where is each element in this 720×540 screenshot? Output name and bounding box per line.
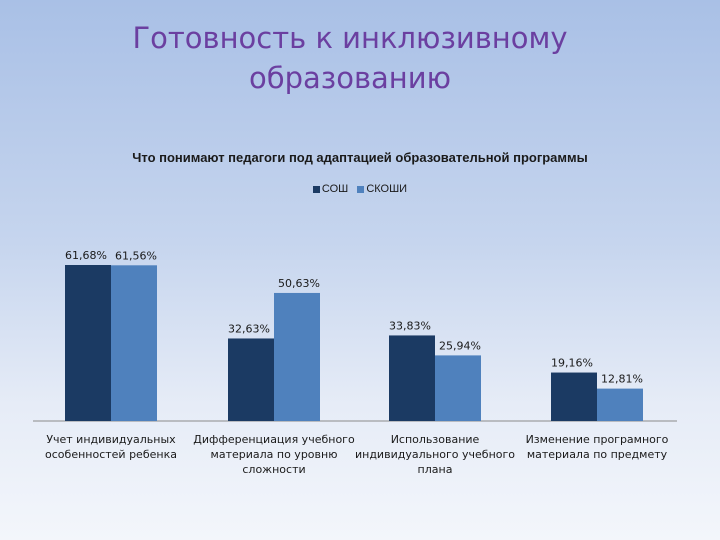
data-label-series-1-cat-1: 50,63%: [278, 277, 320, 290]
data-label-series-0-cat-3: 19,16%: [551, 357, 593, 370]
legend-swatch-sosh: [312, 185, 320, 193]
category-label-1-line-2: сложности: [242, 463, 305, 476]
category-label-2-line-2: плана: [418, 463, 453, 476]
data-label-series-0-cat-2: 33,83%: [389, 319, 431, 332]
slide-title-line-1: Готовность к инклюзивному: [132, 21, 568, 55]
legend-item-sosh: СОШ: [312, 183, 349, 195]
legend-label-sosh: СОШ: [321, 183, 349, 195]
bar-series-1-cat-2: [435, 355, 481, 421]
category-label-0-line-1: особенностей ребенка: [45, 448, 177, 461]
category-label-0-line-0: Учет индивидуальных: [46, 433, 176, 446]
category-label-3-line-0: Изменение програмного: [526, 433, 669, 446]
category-label-2-line-1: индивидуального учебного: [355, 448, 515, 461]
category-label-3-line-1: материала по предмету: [527, 448, 668, 461]
chart-legend: СОШ СКОШИ: [0, 183, 720, 195]
data-label-series-1-cat-3: 12,81%: [601, 373, 643, 386]
data-label-series-1-cat-2: 25,94%: [439, 339, 481, 352]
bar-series-0-cat-1: [228, 338, 274, 421]
category-label-2-line-0: Использование: [391, 433, 480, 446]
bar-series-1-cat-0: [111, 265, 157, 421]
data-label-series-0-cat-1: 32,63%: [228, 322, 270, 335]
bar-series-0-cat-2: [389, 335, 435, 421]
category-label-1-line-1: материала по уровню: [211, 448, 338, 461]
slide-title: Готовность к инклюзивному образованию: [100, 18, 600, 98]
bar-series-1-cat-3: [597, 388, 643, 421]
legend-item-skoshi: СКОШИ: [357, 183, 407, 195]
chart-title: Что понимают педагоги под адаптацией обр…: [132, 150, 588, 165]
category-label-1-line-0: Дифференциация учебного: [193, 433, 355, 446]
bar-series-0-cat-3: [551, 372, 597, 421]
legend-swatch-skoshi: [357, 185, 365, 193]
data-label-series-0-cat-0: 61,68%: [65, 249, 107, 262]
slide-title-line-2: образованию: [248, 61, 452, 95]
data-label-series-1-cat-0: 61,56%: [115, 249, 157, 262]
bar-series-1-cat-1: [274, 292, 320, 421]
bar-series-0-cat-0: [65, 265, 111, 421]
legend-label-skoshi: СКОШИ: [366, 183, 408, 195]
